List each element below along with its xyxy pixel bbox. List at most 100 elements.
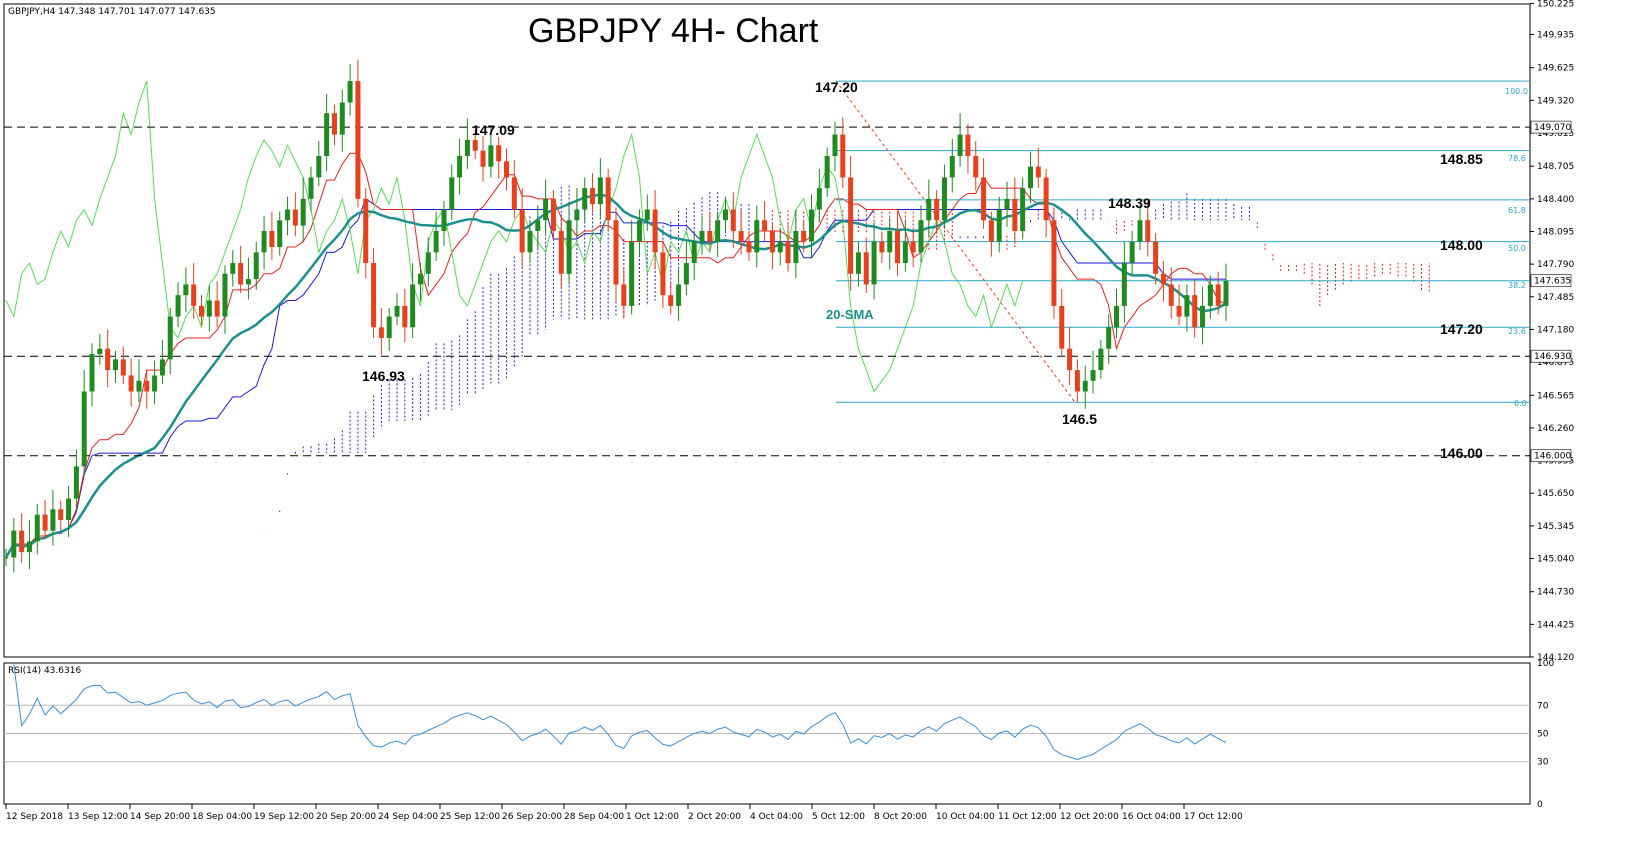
time-tick-label: 14 Sep 20:00 <box>130 812 190 822</box>
candle-body <box>1176 305 1182 317</box>
price-tick-label: 146.260 <box>1537 424 1574 434</box>
rsi-tick-label: 50 <box>1537 730 1549 740</box>
candle-body <box>191 284 197 306</box>
candlesticks <box>3 59 1229 573</box>
candle-body <box>136 380 142 392</box>
chikou-line <box>5 80 1024 393</box>
candle-body <box>699 230 705 242</box>
time-axis: 12 Sep 2018 13 Sep 12:00 14 Sep 20:00 18 Se… <box>5 804 1243 822</box>
rsi-tick-label: 0 <box>1537 800 1543 810</box>
rsi-tick-label: 100 <box>1537 659 1554 669</box>
price-tick-label: 146.875 <box>1537 358 1574 368</box>
candle-body <box>965 134 971 157</box>
candle-body <box>636 220 642 242</box>
candle-body <box>1098 348 1104 371</box>
candle-body <box>683 263 689 285</box>
candle-body <box>1207 284 1213 306</box>
candle-body <box>1168 284 1174 306</box>
candle-body <box>988 220 994 242</box>
candle-body <box>339 102 345 135</box>
candle-body <box>941 177 947 221</box>
candle-body <box>105 348 111 371</box>
price-tick-label: 144.120 <box>1537 653 1574 663</box>
candle-body <box>519 209 525 253</box>
candle-body <box>973 156 979 178</box>
candle-body <box>871 241 877 285</box>
time-tick-label: 24 Sep 04:00 <box>378 812 438 822</box>
candle-body <box>97 348 103 355</box>
candle-body <box>308 177 314 199</box>
price-tag-box <box>1530 274 1572 288</box>
annotation-high-3: 148.39 <box>1108 195 1151 211</box>
candle-body <box>81 391 87 467</box>
candle-body <box>1012 198 1018 231</box>
annotation-high-2: 147.09 <box>472 122 515 138</box>
candle-body <box>887 230 893 253</box>
candle-body <box>1129 241 1135 264</box>
candle-body <box>597 177 603 205</box>
candle-body <box>535 220 541 231</box>
candle-body <box>457 156 463 178</box>
candle-body <box>3 557 9 559</box>
candle-body <box>42 514 48 531</box>
candle-body <box>277 220 283 248</box>
price-tick-label: 145.650 <box>1537 489 1574 499</box>
candle-body <box>527 230 533 253</box>
fib-label-78: 78.6 <box>1508 154 1526 163</box>
time-tick-label: 18 Sep 04:00 <box>192 812 252 822</box>
candle-body <box>167 316 173 360</box>
candle-body <box>1082 380 1088 392</box>
candle-body <box>214 300 220 317</box>
candle-body <box>746 241 752 253</box>
time-tick-label: 12 Sep 2018 <box>6 812 63 822</box>
price-tick-label: 150.225 <box>1537 0 1574 9</box>
price-tick-label: 149.320 <box>1537 96 1574 106</box>
price-tag-label: 146.930 <box>1534 352 1571 362</box>
price-tick-label: 148.400 <box>1537 195 1574 205</box>
candle-body <box>425 252 431 274</box>
candle-body <box>371 263 377 328</box>
candle-body <box>676 284 682 306</box>
candle-body <box>128 375 134 392</box>
candle-body <box>1027 166 1033 189</box>
candle-body <box>1200 305 1206 328</box>
price-tag-label: 147.635 <box>1534 277 1571 287</box>
level-lines <box>4 80 1530 457</box>
candle-body <box>855 252 861 274</box>
candle-body <box>605 177 611 221</box>
price-tick-label: 147.485 <box>1537 293 1574 303</box>
candle-body <box>26 541 32 553</box>
price-tick-label: 147.790 <box>1537 260 1574 270</box>
candle-body <box>378 327 384 338</box>
candle-body <box>1114 305 1120 328</box>
candle-body <box>441 209 447 231</box>
price-tick-label: 149.625 <box>1537 64 1574 74</box>
candle-body <box>590 188 596 205</box>
candle-body <box>316 156 322 178</box>
candle-body <box>1090 370 1096 381</box>
candle-body <box>1074 370 1080 392</box>
candle-body <box>738 230 744 242</box>
candle-body <box>793 230 799 264</box>
candle-body <box>550 198 556 231</box>
time-tick-label: 28 Sep 04:00 <box>564 812 624 822</box>
candle-body <box>1184 295 1190 317</box>
candle-body <box>152 375 158 392</box>
candle-body <box>730 209 736 231</box>
rsi-tick-label: 70 <box>1537 701 1549 711</box>
annotation-low-1: 146.93 <box>362 368 405 384</box>
candle-body <box>1051 220 1057 306</box>
candle-body <box>566 220 572 274</box>
price-tick-label: 144.730 <box>1537 588 1574 598</box>
price-tick-label: 144.425 <box>1537 620 1574 630</box>
price-tick-label: 145.345 <box>1537 522 1574 532</box>
candle-body <box>58 509 64 520</box>
candle-body <box>183 284 189 296</box>
candle-body <box>363 198 369 264</box>
price-tick-label: 149.015 <box>1537 129 1574 139</box>
candle-body <box>1067 348 1073 371</box>
candle-body <box>480 150 486 167</box>
candle-body <box>253 252 259 280</box>
candle-body <box>574 209 580 221</box>
candle-body <box>824 156 830 189</box>
